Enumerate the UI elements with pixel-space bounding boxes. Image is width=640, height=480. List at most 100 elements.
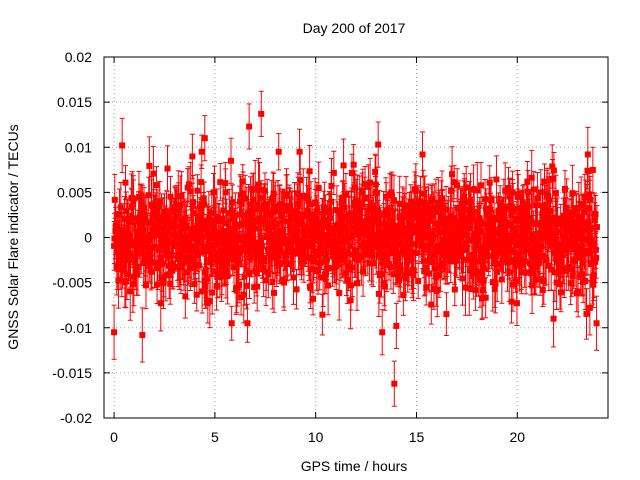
data-point [201,181,208,227]
point-marker [227,230,234,237]
point-marker [342,191,349,198]
point-marker [164,165,171,172]
point-marker [281,202,288,209]
point-marker [396,277,403,284]
data-point [275,133,282,171]
point-marker [340,247,347,254]
point-marker [342,253,349,260]
point-marker [146,162,153,169]
point-marker [358,254,365,261]
point-marker [350,161,357,168]
point-marker [419,241,426,248]
point-marker [437,246,443,253]
point-marker [399,249,406,256]
point-marker [258,195,265,202]
point-marker [403,202,410,209]
data-point [209,270,216,315]
point-marker [296,242,303,249]
point-marker [246,270,253,277]
point-marker [192,235,199,242]
point-marker [255,181,262,188]
point-marker [429,196,436,203]
point-marker [347,243,354,250]
point-marker [421,268,428,275]
point-marker [343,269,350,276]
point-marker [213,213,220,220]
point-marker [269,237,275,244]
point-marker [243,248,250,255]
point-marker [408,213,415,220]
point-marker [115,277,122,284]
point-marker [433,248,440,255]
point-marker [305,197,312,204]
data-point [122,165,129,201]
point-marker [162,272,169,279]
point-marker [238,200,245,207]
point-marker [187,265,194,272]
point-marker [264,201,271,208]
point-marker [308,266,315,273]
y-tick-label: 0 [84,230,92,246]
point-marker [271,231,278,238]
point-marker [241,233,248,240]
point-marker [290,274,297,281]
point-marker [390,271,397,278]
point-marker [381,283,388,290]
point-marker [338,216,345,223]
point-marker [260,264,267,271]
point-marker [116,211,123,218]
point-marker [437,217,444,224]
point-marker [198,148,205,155]
point-marker [140,260,147,267]
point-marker [148,202,155,209]
point-marker [357,204,364,211]
point-marker [372,168,379,175]
point-marker [201,201,208,208]
point-marker [297,177,304,184]
point-marker [269,279,276,286]
point-marker [154,281,161,288]
point-marker [425,205,432,212]
point-marker [270,194,277,201]
point-marker [218,239,225,246]
point-marker [250,196,257,203]
point-marker [193,291,200,298]
point-marker [134,263,141,270]
data-point [319,293,326,336]
point-marker [307,285,314,292]
point-marker [206,297,213,304]
point-marker [345,263,352,270]
point-marker [123,271,130,278]
data-point [189,133,196,180]
point-marker [373,189,380,196]
point-marker [438,229,445,236]
point-marker [359,189,366,196]
point-marker [189,232,196,239]
point-marker [249,186,256,193]
point-marker [247,201,254,208]
point-marker [381,280,388,287]
point-marker [437,263,444,270]
point-marker [178,193,185,200]
point-marker [167,280,174,287]
point-marker [430,251,437,258]
point-marker [196,212,203,219]
point-marker [397,262,404,269]
point-marker [336,290,343,297]
point-marker [251,225,258,232]
point-marker [390,197,397,204]
point-marker [429,234,436,241]
point-marker [404,270,411,277]
point-marker [371,231,378,238]
point-marker [395,224,402,231]
point-marker [139,227,146,234]
point-marker [409,222,416,229]
point-marker [166,218,173,225]
point-marker [268,249,275,256]
point-marker [243,282,250,289]
point-marker [232,212,239,219]
point-marker [276,244,283,251]
point-marker [387,264,394,271]
point-marker [410,229,417,236]
